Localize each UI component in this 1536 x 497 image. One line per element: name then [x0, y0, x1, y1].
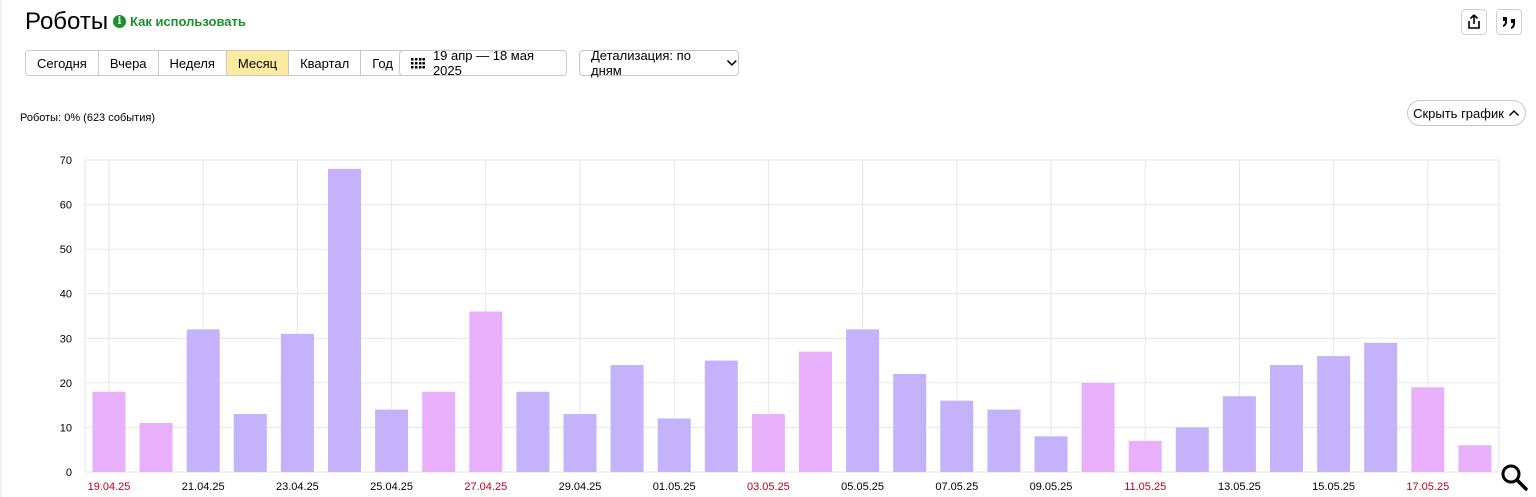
date-range-button[interactable]: 19 апр — 18 мая 2025 [399, 48, 567, 78]
bar-05.05.25[interactable] [846, 329, 880, 472]
y-axis-ticks: 0 10 20 30 40 50 60 70 [60, 155, 72, 479]
y-tick-label: 20 [60, 378, 72, 390]
x-tick-label: 13.05.25 [1218, 481, 1261, 493]
period-selector: Сегодня Вчера Неделя Месяц Квартал Год [25, 50, 405, 76]
x-tick-label: 05.05.25 [841, 481, 884, 493]
x-tick-label: 17.05.25 [1406, 481, 1449, 493]
hide-chart-label: Скрыть график [1413, 105, 1504, 121]
bar-19.04.25[interactable] [92, 391, 126, 472]
hide-chart-button[interactable]: Скрыть график [1407, 100, 1526, 126]
bar-16.05.25[interactable] [1364, 342, 1398, 472]
y-tick-label: 70 [60, 155, 72, 167]
bar-03.05.25[interactable] [751, 414, 785, 472]
x-tick-label: 09.05.25 [1030, 481, 1073, 493]
bar-23.04.25[interactable] [280, 333, 314, 472]
y-tick-label: 10 [60, 422, 72, 434]
x-tick-label: 03.05.25 [747, 481, 790, 493]
y-tick-label: 40 [60, 289, 72, 301]
x-tick-label: 27.04.25 [464, 481, 507, 493]
y-tick-label: 50 [60, 244, 72, 256]
info-icon: i [113, 15, 126, 28]
bar-24.04.25[interactable] [328, 168, 361, 472]
bar-01.05.25[interactable] [657, 418, 691, 472]
share-icon [1468, 14, 1480, 29]
chart-summary: Роботы: 0% (623 события) [20, 112, 155, 124]
x-tick-label: 21.04.25 [182, 481, 225, 493]
period-month[interactable]: Месяц [226, 51, 290, 75]
x-tick-label: 19.04.25 [88, 481, 131, 493]
page-title: Роботы [25, 8, 109, 35]
calendar-icon [411, 57, 425, 68]
bar-17.05.25[interactable] [1411, 387, 1445, 472]
x-tick-label: 15.05.25 [1312, 481, 1355, 493]
x-tick-label: 11.05.25 [1124, 481, 1166, 493]
bar-12.05.25[interactable] [1175, 427, 1209, 472]
bar-08.05.25[interactable] [987, 409, 1021, 472]
howto-label: Как использовать [130, 14, 246, 29]
bar-18.05.25[interactable] [1458, 445, 1492, 472]
bar-22.04.25[interactable] [233, 414, 267, 472]
bar-21.04.25[interactable] [186, 329, 220, 472]
x-tick-label: 25.04.25 [370, 481, 413, 493]
x-tick-label: 23.04.25 [276, 481, 319, 493]
period-today[interactable]: Сегодня [26, 51, 99, 75]
period-quarter[interactable]: Квартал [289, 51, 362, 75]
bar-chart: 0 10 20 30 40 50 60 70 19.04.25 21.04.25 23.04.25… [60, 155, 1500, 493]
bar-26.04.25[interactable] [422, 391, 456, 472]
bar-11.05.25[interactable] [1128, 440, 1162, 472]
x-tick-label: 29.04.25 [559, 481, 602, 493]
share-button[interactable] [1461, 9, 1487, 35]
howto-link[interactable]: i Как использовать [113, 14, 246, 29]
chevron-up-icon [1508, 109, 1519, 117]
bar-30.04.25[interactable] [610, 365, 644, 472]
bar-28.04.25[interactable] [516, 391, 550, 472]
detail-dropdown[interactable]: Детализация: по дням [579, 48, 739, 78]
bar-10.05.25[interactable] [1081, 382, 1115, 472]
bar-14.05.25[interactable] [1270, 365, 1303, 472]
period-week[interactable]: Неделя [158, 51, 227, 75]
bar-04.05.25[interactable] [799, 351, 832, 472]
left-edge [0, 0, 2, 497]
bar-25.04.25[interactable] [375, 409, 409, 472]
bar-09.05.25[interactable] [1034, 436, 1068, 472]
bar-06.05.25[interactable] [893, 373, 927, 472]
date-range-label: 19 апр — 18 мая 2025 [432, 48, 535, 78]
period-year[interactable]: Год [361, 51, 404, 75]
chart-bars [92, 168, 1492, 472]
bar-29.04.25[interactable] [563, 414, 597, 472]
y-tick-label: 0 [66, 467, 72, 479]
search-icon[interactable] [1499, 462, 1529, 492]
x-tick-label: 07.05.25 [935, 481, 978, 493]
period-yesterday[interactable]: Вчера [98, 51, 159, 75]
quote-icon [1503, 17, 1515, 29]
quote-button[interactable] [1496, 9, 1522, 35]
x-axis-ticks: 19.04.25 21.04.25 23.04.25 25.04.25 27.04.25… [88, 481, 1450, 493]
bar-02.05.25[interactable] [704, 360, 738, 472]
bar-13.05.25[interactable] [1222, 396, 1256, 472]
x-tick-label: 01.05.25 [653, 481, 696, 493]
bar-07.05.25[interactable] [940, 400, 974, 472]
bar-27.04.25[interactable] [469, 311, 503, 472]
y-tick-label: 60 [60, 200, 72, 212]
detail-label: Детализация: по дням [591, 48, 691, 78]
bar-15.05.25[interactable] [1317, 356, 1351, 472]
bar-20.04.25[interactable] [139, 422, 173, 472]
y-tick-label: 30 [60, 333, 72, 345]
chevron-down-icon [727, 60, 738, 66]
